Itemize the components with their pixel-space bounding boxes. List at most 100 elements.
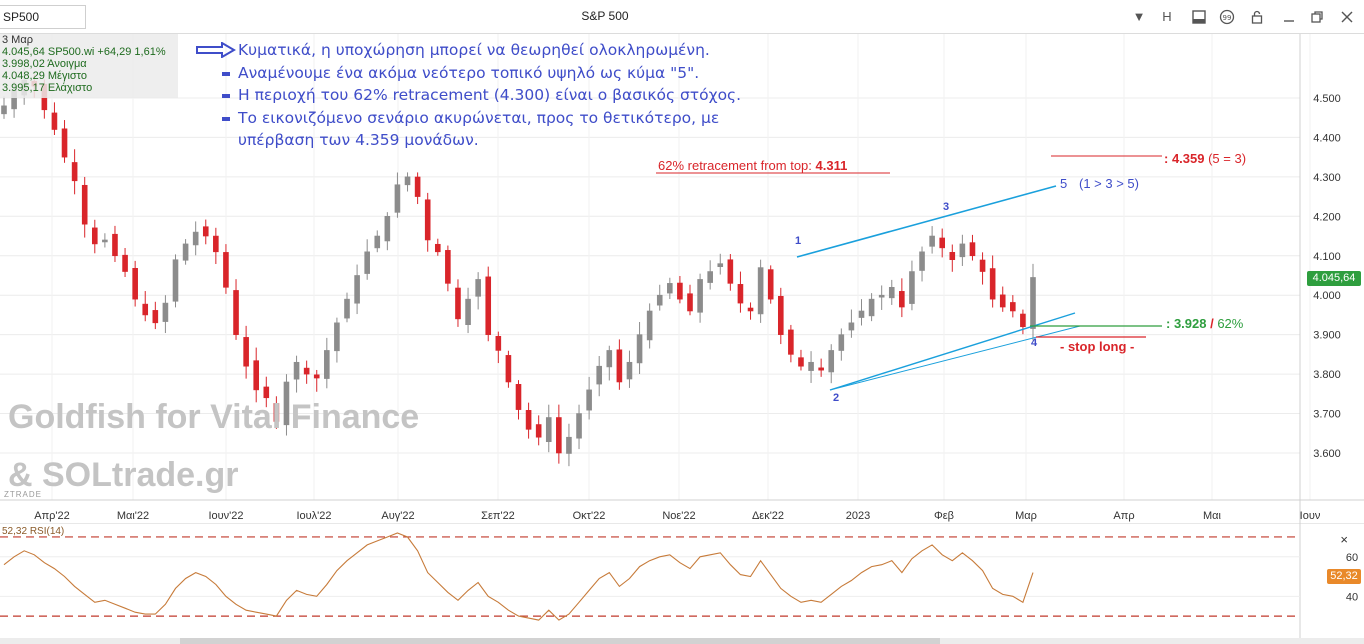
candle-body <box>636 334 643 364</box>
candle-body <box>384 216 391 242</box>
candle-body <box>243 337 249 367</box>
x-tick-label: Οκτ'22 <box>573 510 606 522</box>
candle-body <box>919 251 925 271</box>
scrollbar-thumb[interactable] <box>180 638 940 644</box>
close-window-icon[interactable] <box>1336 7 1358 27</box>
candle-body <box>102 239 108 243</box>
candle-body <box>112 233 118 257</box>
note-text-2: Αναμένουμε ένα ακόμα νεότερο τοπικό υψηλ… <box>238 63 700 82</box>
support-slash: / <box>1206 316 1218 331</box>
ztrade-brand: ZTRADE <box>4 490 42 499</box>
y-tick-label: 4.300 <box>1313 172 1341 184</box>
candle-body <box>616 349 623 383</box>
candle-body <box>1 105 7 115</box>
x-tick-label: 2023 <box>846 510 870 522</box>
svg-text:99: 99 <box>1223 14 1232 22</box>
analysis-notes: Κυματικά, η υποχώρηση μπορεί να θεωρηθεί… <box>196 39 796 152</box>
candle-body <box>818 367 824 371</box>
bullet-icon <box>222 71 230 76</box>
dropdown-arrow-button[interactable]: ▼ <box>1132 9 1146 24</box>
wave-5-note: (1 > 3 > 5) <box>1079 176 1139 191</box>
candle-body <box>999 294 1006 308</box>
candle-body <box>949 252 956 260</box>
x-tick-label: Μαι'22 <box>117 510 149 522</box>
candle-body <box>525 410 532 430</box>
rsi-series <box>3 532 1034 621</box>
candle-body <box>213 235 219 253</box>
upper-wave-line <box>796 185 1057 258</box>
symbol-input[interactable]: SP500 <box>0 5 86 29</box>
candle-body <box>737 284 744 304</box>
candle-body <box>324 350 330 379</box>
candle-body <box>283 381 290 426</box>
candle-body <box>606 350 613 368</box>
retracement-annotation: 62% retracement from top: 4.311 <box>658 158 847 173</box>
info-open: 3.998,02 Άνοιγμα <box>2 58 87 70</box>
candle-body <box>586 389 592 411</box>
price-axis: 3.600 3.700 3.800 3.900 4.000 4.100 4.200 4.300… <box>1299 34 1341 523</box>
candle-body <box>788 329 794 355</box>
wave-5-label: 5 <box>1060 176 1068 191</box>
candle-body <box>969 242 976 257</box>
note-line-5: υπέρβαση των 4.359 μονάδων. <box>196 129 796 152</box>
time-axis: Απρ'22 Μαι'22 Ιουν'22 Ιουλ'22 Αυγ'22 Σεπ'22 Οκ… <box>0 499 1364 522</box>
window-title: S&P 500 <box>581 9 629 23</box>
layout-icon[interactable] <box>1188 7 1210 27</box>
y-tick-label: 3.600 <box>1313 448 1341 460</box>
x-tick-label: Νοε'22 <box>662 510 695 522</box>
rsi-tick-label: 40 <box>1346 591 1358 603</box>
target-annotation: : 4.359 (5 = 3) <box>1164 151 1246 166</box>
target-note: (5 = 3) <box>1204 151 1247 166</box>
candle-body <box>1020 313 1026 328</box>
h-button[interactable]: H <box>1162 9 1172 24</box>
candle-body <box>61 128 68 158</box>
candle-body <box>707 271 713 283</box>
candle-body <box>808 361 814 371</box>
candle-body <box>828 350 835 373</box>
wave-4-label: 4 <box>1031 337 1038 349</box>
x-tick-label: Ιουν <box>1300 510 1321 522</box>
candle-body <box>71 162 78 182</box>
candle-body <box>545 417 552 443</box>
arrow-right-icon <box>196 42 236 58</box>
info-high: 4.048,29 Μέγιστο <box>2 70 87 82</box>
info-close: 4.045,64 SP500.wi +64,29 1,61% <box>2 46 166 58</box>
candle-body <box>757 267 764 315</box>
x-tick-label: Μαι <box>1203 510 1222 522</box>
candle-body <box>374 235 381 249</box>
minimize-icon[interactable] <box>1278 7 1300 27</box>
candle-body <box>162 302 169 322</box>
candle-body <box>798 357 804 367</box>
candle-body <box>767 269 774 300</box>
rsi-label: 52,32 RSI(14) <box>2 526 64 537</box>
candle-body <box>51 112 58 130</box>
y-tick-label: 4.200 <box>1313 211 1341 223</box>
close-rsi-icon[interactable]: × <box>1340 532 1348 547</box>
title-bar: SP500 S&P 500 ▼ H 99 <box>0 0 1364 34</box>
candle-body <box>434 243 441 253</box>
price-chart[interactable]: 3.600 3.700 3.800 3.900 4.000 4.100 4.200 4.300… <box>0 34 1364 523</box>
candle-body <box>566 436 572 454</box>
candle-body <box>182 243 189 261</box>
y-tick-label: 4.400 <box>1313 132 1341 144</box>
candle-body <box>556 417 562 454</box>
candle-body <box>293 361 300 380</box>
candle-body <box>777 295 784 335</box>
candle-body <box>273 403 280 422</box>
candle-body <box>313 374 320 379</box>
candle-body <box>656 294 663 306</box>
candle-body <box>888 287 895 299</box>
x-tick-label: Σεπ'22 <box>481 510 515 522</box>
restore-icon[interactable] <box>1306 7 1328 27</box>
rsi-chart[interactable]: 40 60 <box>0 523 1364 638</box>
comment-icon[interactable]: 99 <box>1216 7 1238 27</box>
candle-body <box>939 237 946 249</box>
candle-body <box>485 276 492 335</box>
lock-icon[interactable] <box>1246 7 1268 27</box>
candlestick-series <box>1 67 1036 467</box>
candle-body <box>505 355 512 383</box>
x-tick-label: Απρ <box>1113 510 1134 522</box>
wave-1-label: 1 <box>795 235 802 247</box>
watermark-line-2: & SOLtrade.gr <box>8 456 239 494</box>
candle-body <box>626 361 633 380</box>
